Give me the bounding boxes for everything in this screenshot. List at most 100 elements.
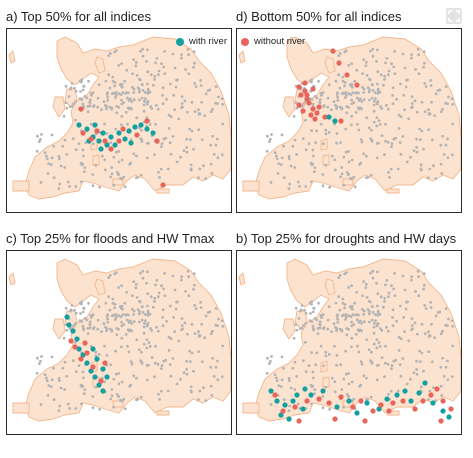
city-point bbox=[339, 175, 343, 179]
city-point bbox=[280, 133, 284, 137]
city-point bbox=[434, 92, 438, 96]
city-point bbox=[145, 142, 149, 145]
city-point bbox=[355, 91, 358, 94]
city-point bbox=[113, 84, 116, 88]
city-point bbox=[132, 374, 136, 378]
city-point bbox=[140, 318, 144, 322]
city-point bbox=[125, 91, 128, 94]
city-point bbox=[295, 375, 299, 378]
city-point bbox=[318, 101, 322, 104]
city-without-river bbox=[338, 118, 344, 124]
city-point bbox=[391, 102, 395, 106]
city-point bbox=[359, 360, 363, 363]
city-point bbox=[280, 355, 284, 359]
city-point bbox=[112, 405, 115, 409]
city-point bbox=[141, 305, 144, 309]
city-point bbox=[372, 120, 376, 124]
city-point bbox=[296, 402, 300, 406]
city-point bbox=[162, 287, 166, 291]
city-point bbox=[148, 313, 152, 316]
city-point bbox=[131, 85, 134, 89]
city-point bbox=[203, 336, 207, 340]
city-point bbox=[362, 309, 366, 313]
city-point bbox=[279, 385, 283, 389]
city-point bbox=[371, 83, 374, 87]
city-point bbox=[432, 164, 435, 168]
city-point bbox=[131, 72, 134, 76]
city-point bbox=[318, 323, 322, 326]
city-point bbox=[354, 333, 358, 336]
city-point bbox=[204, 92, 208, 96]
city-point bbox=[375, 156, 379, 160]
city-point bbox=[291, 144, 295, 148]
city-point bbox=[368, 300, 372, 304]
city-point bbox=[316, 327, 320, 330]
city-point bbox=[296, 180, 300, 184]
city-with-river bbox=[286, 416, 292, 422]
city-point bbox=[39, 181, 43, 184]
city-point bbox=[102, 100, 106, 104]
city-point bbox=[391, 308, 395, 312]
city-point bbox=[91, 395, 95, 398]
city-point bbox=[311, 162, 315, 166]
city-point bbox=[430, 360, 434, 364]
city-point bbox=[338, 105, 342, 109]
city-point bbox=[145, 101, 149, 104]
city-point bbox=[155, 325, 158, 329]
city-point bbox=[339, 363, 342, 367]
city-point bbox=[83, 316, 87, 320]
city-point bbox=[403, 288, 407, 292]
city-with-river bbox=[430, 400, 436, 406]
city-point bbox=[105, 93, 109, 96]
city-point bbox=[172, 93, 176, 97]
city-point bbox=[397, 335, 401, 339]
city-point bbox=[357, 128, 361, 132]
city-point bbox=[136, 398, 140, 401]
city-point bbox=[39, 403, 43, 406]
city-point bbox=[412, 149, 416, 152]
city-point bbox=[349, 176, 352, 180]
city-point bbox=[166, 389, 170, 393]
city-without-river bbox=[362, 418, 368, 424]
city-point bbox=[134, 61, 138, 64]
city-point bbox=[134, 286, 138, 290]
city-point bbox=[350, 336, 354, 340]
city-point bbox=[106, 317, 109, 321]
city-without-river bbox=[88, 136, 94, 142]
city-point bbox=[371, 54, 375, 58]
city-without-river bbox=[80, 130, 86, 136]
city-point bbox=[77, 364, 81, 367]
city-point bbox=[412, 371, 416, 374]
city-point bbox=[144, 319, 147, 323]
city-point bbox=[384, 122, 387, 126]
city-with-river bbox=[90, 346, 96, 352]
city-point bbox=[330, 376, 334, 380]
city-point bbox=[321, 184, 325, 188]
city-point bbox=[145, 364, 149, 367]
expand-button[interactable] bbox=[446, 8, 462, 24]
city-point bbox=[310, 351, 313, 354]
city-point bbox=[81, 102, 85, 106]
city-point bbox=[79, 312, 82, 315]
city-point bbox=[61, 366, 65, 370]
city-point bbox=[433, 336, 437, 340]
city-with-river bbox=[128, 140, 134, 146]
city-point bbox=[378, 313, 382, 316]
city-point bbox=[68, 407, 71, 410]
city-point bbox=[389, 389, 393, 393]
city-with-river bbox=[108, 134, 114, 140]
city-with-river bbox=[96, 382, 102, 388]
city-point bbox=[157, 170, 160, 174]
land-shape bbox=[322, 376, 330, 388]
city-without-river bbox=[390, 400, 396, 406]
europe-map bbox=[8, 258, 231, 422]
city-point bbox=[362, 374, 366, 378]
city-point bbox=[160, 62, 163, 66]
city-point bbox=[126, 106, 130, 110]
city-point bbox=[364, 286, 368, 290]
city-point bbox=[371, 310, 375, 314]
city-point bbox=[269, 137, 272, 141]
city-point bbox=[402, 93, 406, 97]
city-point bbox=[162, 65, 166, 69]
city-point bbox=[74, 118, 77, 122]
